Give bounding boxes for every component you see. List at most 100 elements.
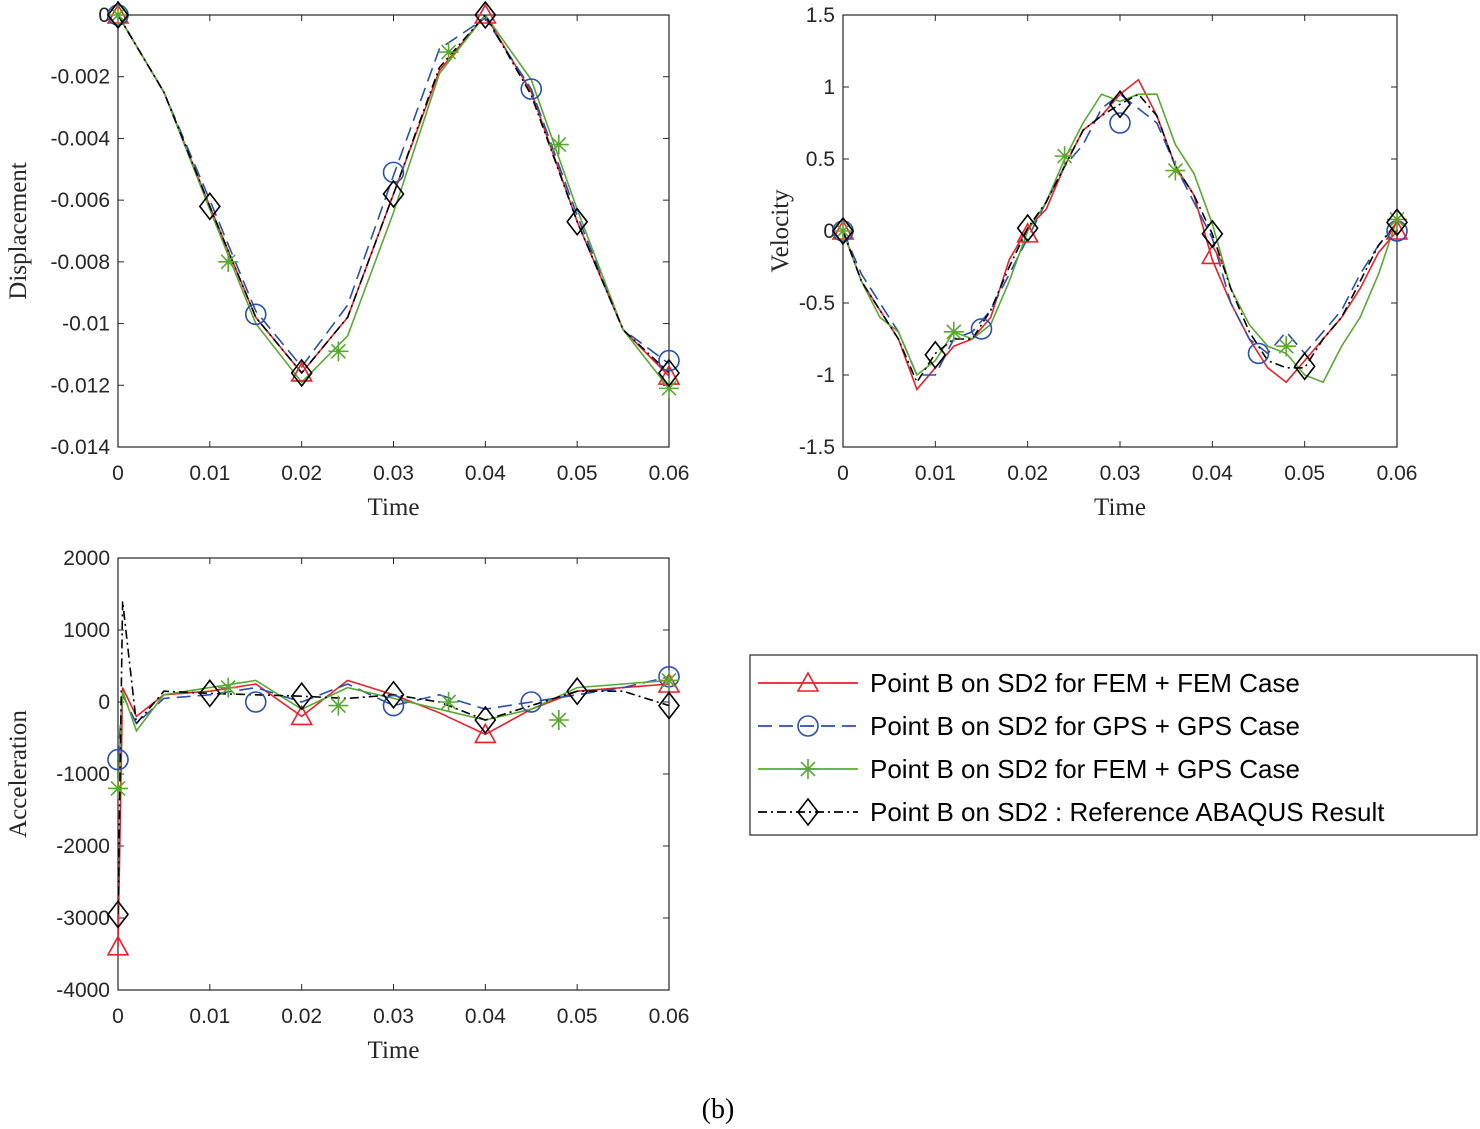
acceleration-xtick-label: 0	[112, 1005, 124, 1028]
legend-label-fem_fem: Point B on SD2 for FEM + FEM Case	[870, 668, 1300, 698]
acceleration-ytick-label: -2000	[56, 835, 110, 858]
acceleration-marker-fem_gps	[438, 692, 459, 712]
acceleration-marker-abaqus	[198, 679, 221, 708]
displacement-marker-abaqus	[198, 192, 221, 221]
displacement-ytick-label: -0.008	[50, 251, 110, 274]
displacement-marker-fem_fem	[290, 361, 314, 382]
acceleration-xtick-label: 0.06	[649, 1005, 690, 1028]
displacement-marker-abaqus	[657, 358, 681, 388]
displacement-marker-fem_fem	[473, 3, 497, 24]
displacement-marker-fem_gps	[108, 5, 128, 25]
displacement-marker-fem_gps	[438, 42, 459, 63]
velocity-marker-abaqus	[924, 340, 947, 370]
velocity-marker-fem_gps	[833, 221, 853, 241]
acceleration-marker-fem_gps	[218, 677, 239, 698]
displacement-marker-fem_gps	[548, 134, 569, 155]
velocity-marker-abaqus	[1016, 213, 1039, 243]
acceleration-line-abaqus	[118, 601, 669, 915]
displacement-line-abaqus	[118, 15, 669, 375]
legend-box	[749, 654, 1478, 836]
displacement-marker-fem_gps	[218, 251, 239, 272]
velocity-marker-gps_gps	[1247, 342, 1270, 365]
legend-label-abaqus: Point B on SD2 : Reference ABAQUS Result	[870, 797, 1385, 827]
figure-caption: (b)	[702, 1094, 735, 1125]
displacement-marker-abaqus	[290, 358, 313, 388]
velocity-xtick-label: 0.04	[1192, 462, 1233, 485]
acceleration-xtick-label: 0.04	[465, 1005, 506, 1028]
displacement-ytick-label: 0	[98, 4, 110, 27]
velocity-marker-gps_gps	[1109, 112, 1131, 134]
velocity-ytick-label: 1	[823, 76, 835, 99]
velocity-marker-fem_gps	[1165, 160, 1186, 181]
displacement-xtick-label: 0.01	[189, 462, 230, 485]
velocity-plot-area	[842, 14, 1398, 448]
velocity-xtick-label: 0.06	[1377, 462, 1418, 485]
displacement-xtick-label: 0	[112, 462, 124, 485]
velocity-ytick-label: -0.5	[799, 292, 835, 315]
velocity-marker-fem_gps	[1054, 146, 1075, 167]
displacement-ytick-label: -0.002	[50, 66, 110, 89]
displacement-xtick-label: 0.02	[281, 462, 322, 485]
acceleration-marker-gps_gps	[520, 691, 543, 713]
acceleration-ytick-label: -3000	[56, 907, 110, 930]
acceleration-ylabel: Acceleration	[5, 710, 32, 838]
displacement-line-gps_gps	[118, 15, 669, 369]
displacement-ytick-label: -0.012	[50, 374, 110, 397]
displacement-marker-fem_gps	[659, 378, 679, 399]
velocity-marker-abaqus	[1201, 219, 1224, 249]
displacement-marker-abaqus	[382, 179, 405, 209]
displacement-marker-gps_gps	[244, 303, 267, 326]
legend-marker-gps_gps	[797, 715, 819, 737]
displacement-plot-area	[117, 14, 670, 448]
velocity-marker-abaqus	[1293, 352, 1316, 381]
velocity-xlabel: Time	[1094, 494, 1146, 521]
legend-marker-fem_fem	[796, 671, 820, 692]
acceleration-xtick-label: 0.05	[557, 1005, 598, 1028]
acceleration-xtick-label: 0.02	[281, 1005, 322, 1028]
velocity-xtick-label: 0.02	[1007, 462, 1048, 485]
acceleration-series-group	[118, 601, 669, 947]
displacement-marker-gps_gps	[658, 349, 680, 372]
velocity-marker-abaqus	[831, 216, 855, 246]
velocity-ytick-label: -1	[816, 364, 835, 387]
displacement-marker-gps_gps	[382, 161, 405, 184]
velocity-marker-abaqus	[1385, 208, 1409, 237]
acceleration-marker-fem_fem	[473, 722, 497, 744]
velocity-ylabel: Velocity	[767, 189, 794, 273]
legend-marker-abaqus	[796, 797, 820, 827]
acceleration-xlabel: Time	[368, 1037, 420, 1064]
displacement-xtick-label: 0.04	[465, 462, 506, 485]
velocity-line-fem_gps	[843, 93, 1397, 384]
displacement-ytick-label: -0.004	[50, 127, 110, 150]
acceleration-marker-fem_fem	[290, 704, 314, 726]
velocity-xtick-label: 0	[837, 462, 849, 485]
acceleration-marker-abaqus	[657, 691, 681, 720]
acceleration-marker-gps_gps	[244, 691, 267, 713]
acceleration-ytick-label: -4000	[56, 979, 110, 1002]
acceleration-marker-abaqus	[566, 676, 589, 706]
legend-label-fem_gps: Point B on SD2 for FEM + GPS Case	[870, 754, 1300, 784]
acceleration-chart: 0 0.01 0.02 0.03 0.04 0.05 0.06 2000 1000 0 -1000 -…	[5, 547, 689, 1064]
displacement-xtick-label: 0.03	[373, 462, 414, 485]
acceleration-marker-fem_gps	[659, 670, 679, 691]
acceleration-ytick-label: 2000	[63, 547, 110, 570]
velocity-marker-fem_gps	[943, 321, 964, 342]
velocity-ytick-label: 1.5	[806, 4, 835, 27]
displacement-ylabel: Displacement	[5, 162, 32, 300]
velocity-marker-abaqus	[1108, 89, 1132, 119]
velocity-chart: 0 0.01 0.02 0.03 0.04 0.05 0.06 1.5 1 0.5 0 -0.5 -1 -…	[767, 4, 1417, 521]
acceleration-line-gps_gps	[118, 676, 669, 760]
displacement-ytick-label: -0.006	[50, 189, 110, 212]
displacement-xtick-label: 0.05	[557, 462, 598, 485]
velocity-marker-fem_fem	[1200, 243, 1224, 265]
velocity-ytick-label: -1.5	[799, 436, 835, 459]
acceleration-line-fem_gps	[118, 679, 669, 789]
acceleration-ytick-label: -1000	[56, 763, 110, 786]
velocity-marker-fem_gps	[1276, 336, 1297, 357]
velocity-marker-gps_gps	[970, 318, 993, 340]
acceleration-marker-abaqus	[474, 705, 497, 735]
acceleration-marker-abaqus	[382, 680, 405, 710]
displacement-marker-abaqus	[474, 0, 497, 30]
displacement-marker-gps_gps	[520, 78, 543, 100]
velocity-ytick-label: 0.5	[806, 148, 835, 171]
